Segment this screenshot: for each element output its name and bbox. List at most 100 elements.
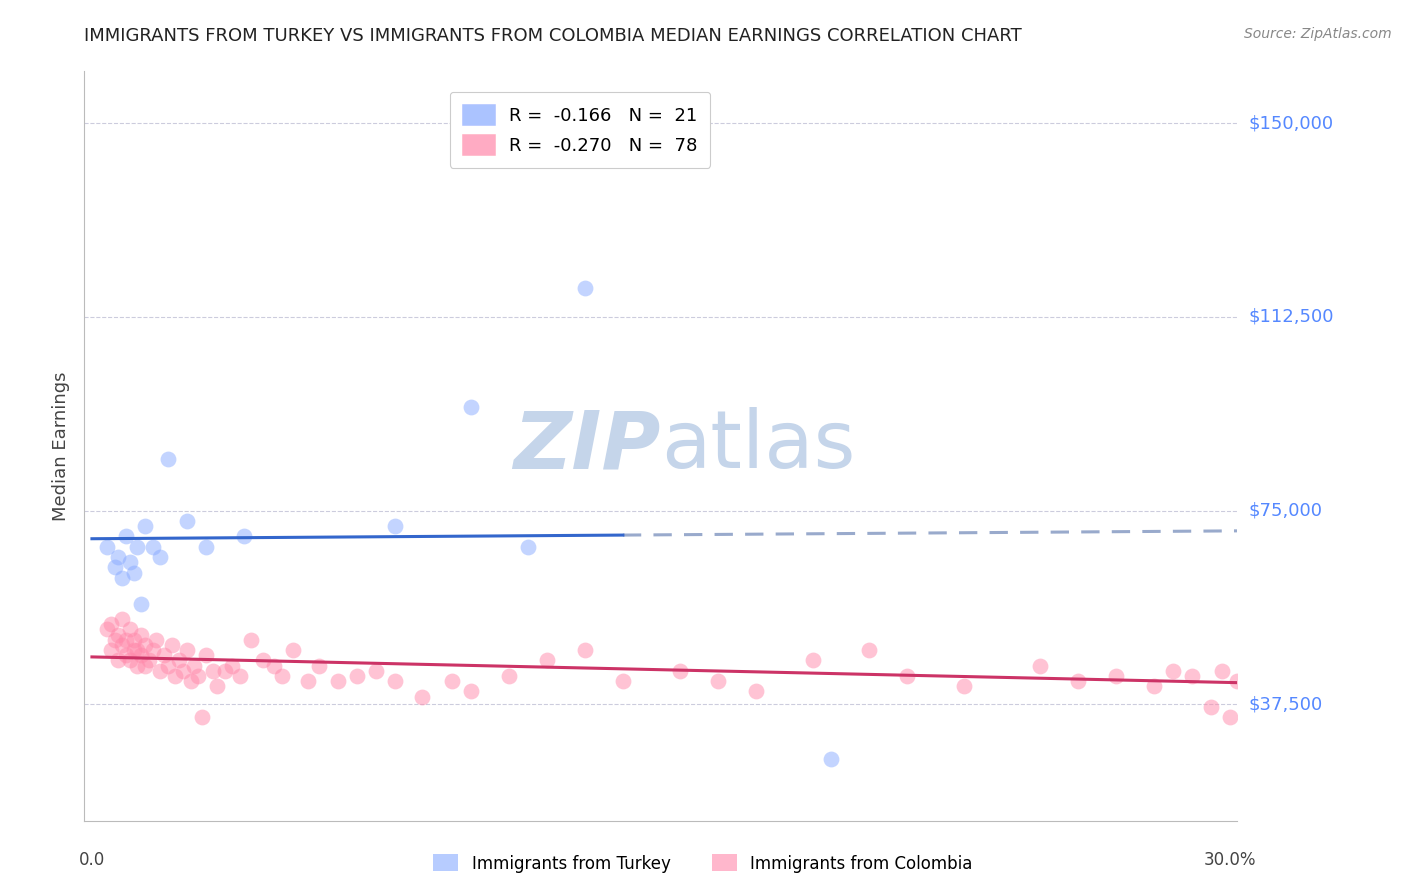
Point: [153, 648, 176, 663]
Point: [202, 664, 225, 678]
Point: [498, 669, 520, 683]
Point: [384, 674, 406, 689]
Point: [281, 643, 304, 657]
Point: [1181, 669, 1204, 683]
Point: [252, 653, 274, 667]
Point: [1161, 664, 1184, 678]
Point: [205, 679, 228, 693]
Point: [1237, 653, 1260, 667]
Point: [366, 664, 388, 678]
Point: [134, 519, 156, 533]
Point: [191, 710, 214, 724]
Y-axis label: Median Earnings: Median Earnings: [52, 371, 70, 521]
Point: [194, 648, 217, 663]
Point: [270, 669, 292, 683]
Point: [706, 674, 728, 689]
Text: ZIP: ZIP: [513, 407, 661, 485]
Point: [111, 638, 134, 652]
Point: [668, 664, 690, 678]
Point: [107, 550, 129, 565]
Point: [801, 653, 824, 667]
Point: [122, 632, 145, 647]
Point: [1029, 658, 1052, 673]
Point: [744, 684, 766, 698]
Point: [229, 669, 252, 683]
Text: $75,000: $75,000: [1249, 501, 1323, 520]
Point: [118, 653, 141, 667]
Point: [411, 690, 433, 704]
Point: [858, 643, 880, 657]
Point: [134, 658, 156, 673]
Text: 0.0: 0.0: [79, 851, 105, 869]
Point: [308, 658, 330, 673]
Point: [96, 623, 118, 637]
Point: [165, 669, 187, 683]
Point: [100, 617, 122, 632]
Point: [232, 529, 254, 543]
Point: [1211, 664, 1233, 678]
Point: [517, 540, 540, 554]
Legend: Immigrants from Turkey, Immigrants from Colombia: Immigrants from Turkey, Immigrants from …: [426, 847, 980, 880]
Point: [115, 648, 138, 663]
Point: [156, 658, 179, 673]
Point: [111, 612, 134, 626]
Point: [149, 664, 172, 678]
Point: [100, 643, 122, 657]
Point: [1105, 669, 1128, 683]
Point: [145, 632, 167, 647]
Point: [127, 643, 149, 657]
Point: [118, 555, 141, 569]
Point: [1067, 674, 1090, 689]
Point: [953, 679, 976, 693]
Point: [183, 658, 205, 673]
Point: [263, 658, 285, 673]
Text: IMMIGRANTS FROM TURKEY VS IMMIGRANTS FROM COLOMBIA MEDIAN EARNINGS CORRELATION C: IMMIGRANTS FROM TURKEY VS IMMIGRANTS FRO…: [84, 27, 1022, 45]
Text: $150,000: $150,000: [1249, 114, 1333, 132]
Point: [142, 643, 165, 657]
Point: [127, 658, 149, 673]
Point: [107, 627, 129, 641]
Point: [180, 674, 202, 689]
Point: [129, 648, 152, 663]
Point: [460, 401, 482, 415]
Point: [104, 632, 127, 647]
Point: [104, 560, 127, 574]
Point: [176, 643, 198, 657]
Point: [107, 653, 129, 667]
Point: [1226, 674, 1249, 689]
Point: [896, 669, 918, 683]
Point: [441, 674, 464, 689]
Point: [167, 653, 190, 667]
Point: [111, 571, 134, 585]
Point: [160, 638, 183, 652]
Point: [574, 643, 596, 657]
Point: [1143, 679, 1166, 693]
Point: [115, 529, 138, 543]
Point: [118, 623, 141, 637]
Point: [142, 540, 165, 554]
Point: [122, 643, 145, 657]
Point: [221, 658, 243, 673]
Point: [129, 627, 152, 641]
Text: $37,500: $37,500: [1249, 696, 1323, 714]
Point: [346, 669, 368, 683]
Text: Source: ZipAtlas.com: Source: ZipAtlas.com: [1244, 27, 1392, 41]
Point: [194, 540, 217, 554]
Point: [129, 597, 152, 611]
Point: [297, 674, 319, 689]
Point: [1219, 710, 1241, 724]
Text: 30.0%: 30.0%: [1204, 851, 1256, 869]
Text: $112,500: $112,500: [1249, 308, 1334, 326]
Point: [149, 550, 172, 565]
Point: [214, 664, 236, 678]
Text: atlas: atlas: [661, 407, 855, 485]
Point: [574, 281, 596, 295]
Point: [612, 674, 634, 689]
Point: [460, 684, 482, 698]
Point: [820, 751, 842, 765]
Point: [328, 674, 350, 689]
Point: [122, 566, 145, 580]
Point: [187, 669, 209, 683]
Point: [384, 519, 406, 533]
Point: [536, 653, 558, 667]
